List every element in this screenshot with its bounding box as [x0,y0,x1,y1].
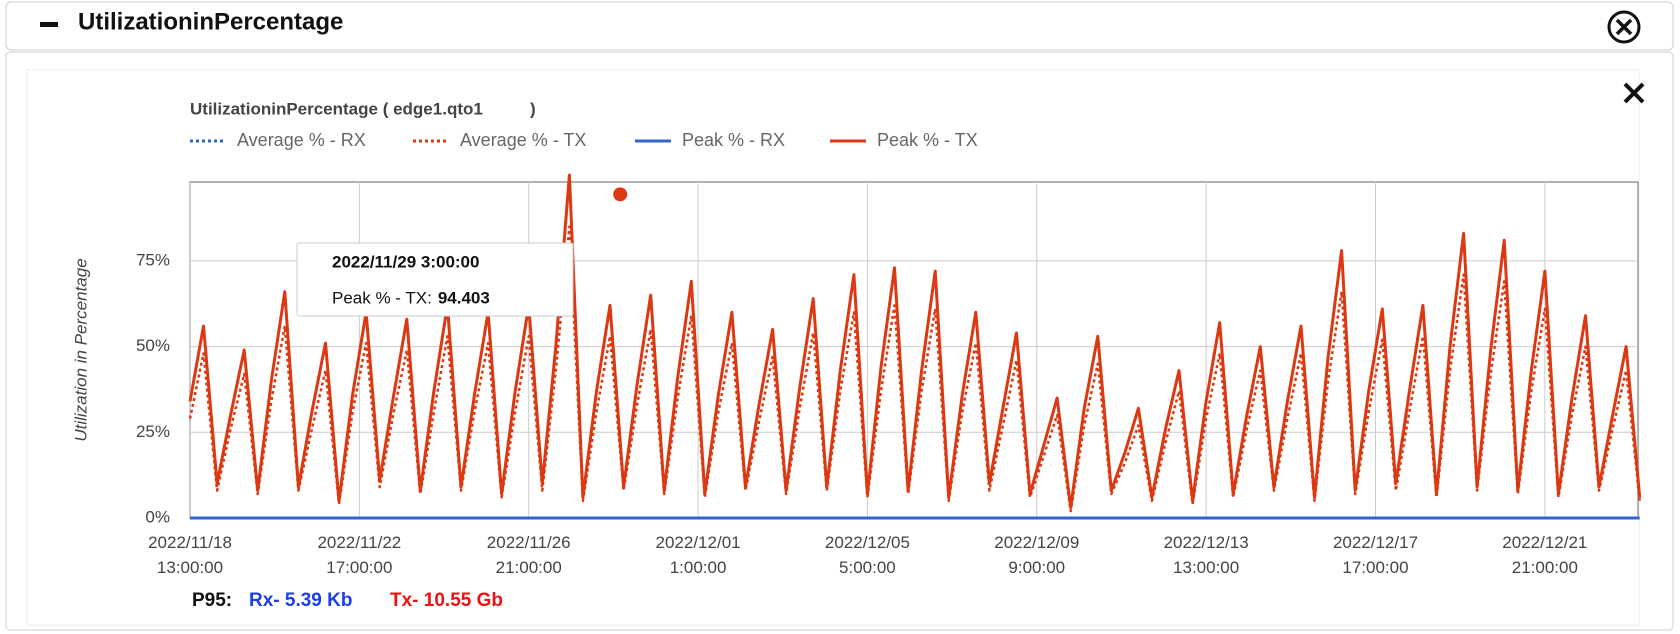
legend-label: Average % - TX [460,130,586,150]
x-tick-label: 2022/12/17 17:00:00 [1333,533,1418,577]
close-circle-icon[interactable] [1607,10,1641,44]
p95-rx: Rx- 5.39 Kb [249,590,352,611]
close-icon[interactable] [1623,82,1645,104]
p95-tx: Tx- 10.55 Gb [390,590,503,611]
x-tick-label: 2022/11/18 13:00:00 [148,533,232,577]
y-tick-label: 50% [136,336,170,355]
y-tick-label: 75% [136,250,170,269]
x-tick-label: 2022/11/26 21:00:00 [487,533,571,577]
x-tick-label: 2022/12/13 13:00:00 [1164,533,1249,577]
legend-label: Peak % - TX [877,130,978,150]
y-axis-title: Utilization in Percentage [71,258,90,441]
tooltip-label: Peak % - TX: [332,288,432,307]
y-tick-label: 0% [145,507,170,526]
tooltip-box [296,242,574,317]
x-tick-label: 2022/12/01 1:00:00 [656,533,741,577]
x-tick-label: 2022/12/21 21:00:00 [1502,533,1587,577]
tooltip-date: 2022/11/29 3:00:00 [332,252,479,271]
series-line [188,173,1642,510]
panel-header [5,1,1674,51]
p95-label: P95: [192,590,232,611]
legend-label: Average % - RX [237,130,366,150]
tooltip-point [613,187,628,202]
chart-title: UtilizationinPercentage ( edge1.qto1 ) [190,99,536,118]
panel-title: UtilizationinPercentage [78,8,343,35]
x-tick-label: 2022/11/22 17:00:00 [317,533,401,577]
collapse-icon[interactable] [40,22,58,27]
tooltip-value: 94.403 [438,288,490,307]
y-tick-label: 25% [136,422,170,441]
legend-label: Peak % - RX [682,130,785,150]
x-tick-label: 2022/12/09 9:00:00 [994,533,1079,577]
x-tick-label: 2022/12/05 5:00:00 [825,533,910,577]
